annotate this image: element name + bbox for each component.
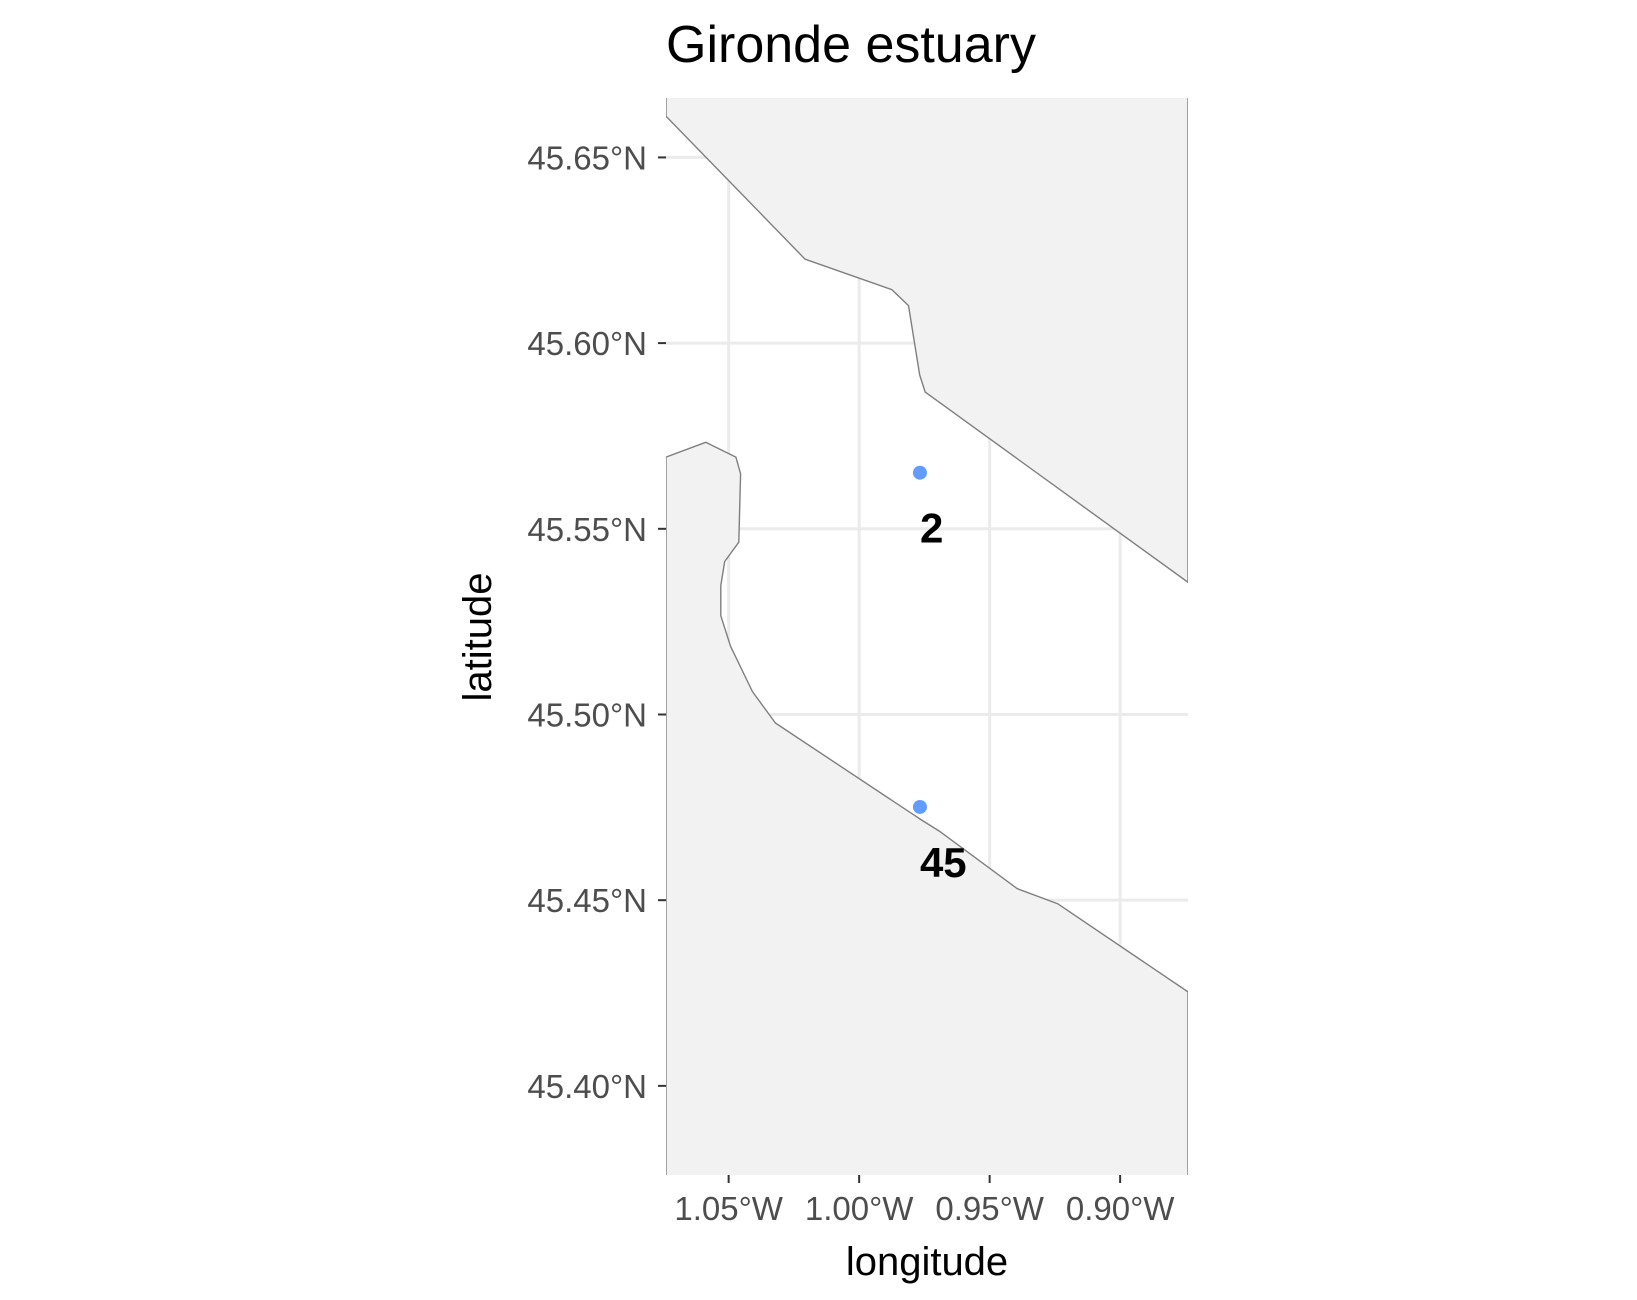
y-tick-label-1: 45.45°N <box>527 882 647 919</box>
sample-point-45 <box>912 799 927 814</box>
y-tick-label-0: 45.40°N <box>527 1068 647 1105</box>
y-tick-label-4: 45.60°N <box>527 325 647 362</box>
y-tick-label-3: 45.55°N <box>527 511 647 548</box>
point-label-2: 2 <box>920 505 943 552</box>
land-south <box>666 441 1188 1175</box>
y-axis-ticks: 45.40°N 45.45°N 45.50°N 45.55°N 45.60°N 45.65… <box>527 139 666 1105</box>
y-tick-label-2: 45.50°N <box>527 696 647 733</box>
point-labels: 2 45 <box>920 505 967 886</box>
land-north <box>666 98 1188 583</box>
y-tick-label-5: 45.65°N <box>527 139 647 176</box>
sample-point-2 <box>912 465 927 480</box>
x-tick-label-3: 0.90°W <box>1066 1190 1175 1227</box>
point-label-45: 45 <box>920 839 967 886</box>
x-axis-title: longitude <box>846 1240 1008 1284</box>
x-tick-label-0: 1.05°W <box>674 1190 783 1227</box>
x-tick-label-1: 1.00°W <box>805 1190 914 1227</box>
x-axis-ticks: 1.05°W 1.00°W 0.95°W 0.90°W <box>674 1175 1175 1227</box>
y-axis-title: latitude <box>456 573 500 702</box>
sample-points <box>912 465 927 814</box>
x-tick-label-2: 0.95°W <box>935 1190 1044 1227</box>
plot-title: Gironde estuary <box>666 16 1036 74</box>
